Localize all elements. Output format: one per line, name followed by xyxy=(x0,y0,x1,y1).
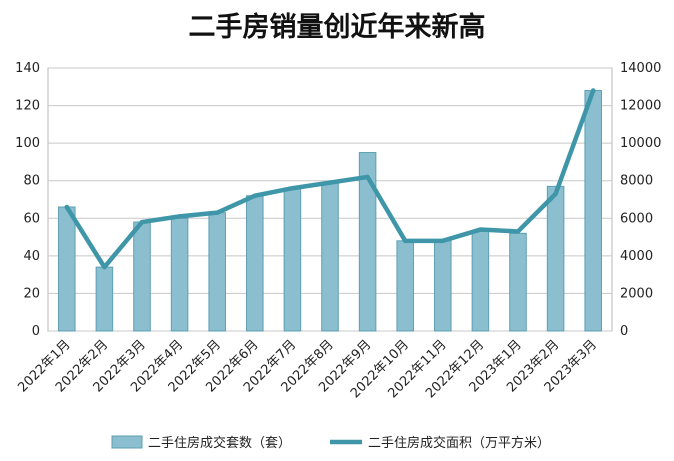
y-right-tick-label: 14000 xyxy=(620,61,661,76)
legend-swatch-bar xyxy=(111,435,143,449)
bar xyxy=(434,240,452,332)
line-point xyxy=(327,180,333,185)
line-point xyxy=(102,264,107,270)
legend: 二手住房成交套数（套） 二手住房成交面积（万平方米） xyxy=(111,435,550,451)
y-left-tick-label: 120 xyxy=(15,99,40,114)
line-point xyxy=(139,219,145,225)
bar xyxy=(584,90,602,332)
y-right-tick-label: 8000 xyxy=(620,174,653,189)
legend-label-bar: 二手住房成交套数（套） xyxy=(148,435,291,451)
y-left-tick-label: 20 xyxy=(23,286,40,301)
y-right-tick-label: 6000 xyxy=(620,211,653,226)
bar xyxy=(133,221,151,332)
y-right-tick-label: 0 xyxy=(620,324,628,339)
y-right-tick-label: 12000 xyxy=(620,99,661,114)
bar xyxy=(208,212,226,332)
bar xyxy=(546,185,565,332)
bar xyxy=(170,217,189,332)
line-point xyxy=(215,210,220,215)
line-point xyxy=(515,229,521,234)
y-left-tick-label: 100 xyxy=(15,136,40,151)
line-point xyxy=(478,227,483,232)
bar xyxy=(358,152,377,332)
y-right-tick-label: 4000 xyxy=(620,249,653,264)
y-left-tick-label: 0 xyxy=(32,324,40,339)
line-point xyxy=(252,193,257,198)
line-point xyxy=(591,88,596,93)
bar xyxy=(246,195,264,332)
y-left-tick-label: 140 xyxy=(15,61,40,76)
bar xyxy=(95,266,114,332)
line-point xyxy=(290,186,295,191)
y-left-tick-label: 60 xyxy=(23,211,40,226)
line-point xyxy=(64,204,70,210)
y-left-tick-label: 80 xyxy=(23,174,40,189)
legend-label-line: 二手住房成交面积（万平方米） xyxy=(368,435,550,451)
bar xyxy=(396,240,414,332)
bar xyxy=(283,187,302,332)
bar xyxy=(58,206,76,332)
line-point xyxy=(440,238,445,244)
y-right-tick-label: 10000 xyxy=(620,136,661,151)
bar xyxy=(471,230,490,332)
line-layer xyxy=(64,88,596,270)
chart-title: 二手房销量创近年来新高 xyxy=(189,11,486,43)
line-point xyxy=(403,238,408,244)
bars-layer xyxy=(58,90,602,332)
line-point xyxy=(365,174,370,180)
bar xyxy=(509,232,527,332)
line-point xyxy=(177,214,182,219)
bar xyxy=(321,182,339,332)
y-left-tick-label: 40 xyxy=(23,249,40,264)
y-right-tick-label: 2000 xyxy=(620,286,653,301)
line-point xyxy=(553,191,558,197)
